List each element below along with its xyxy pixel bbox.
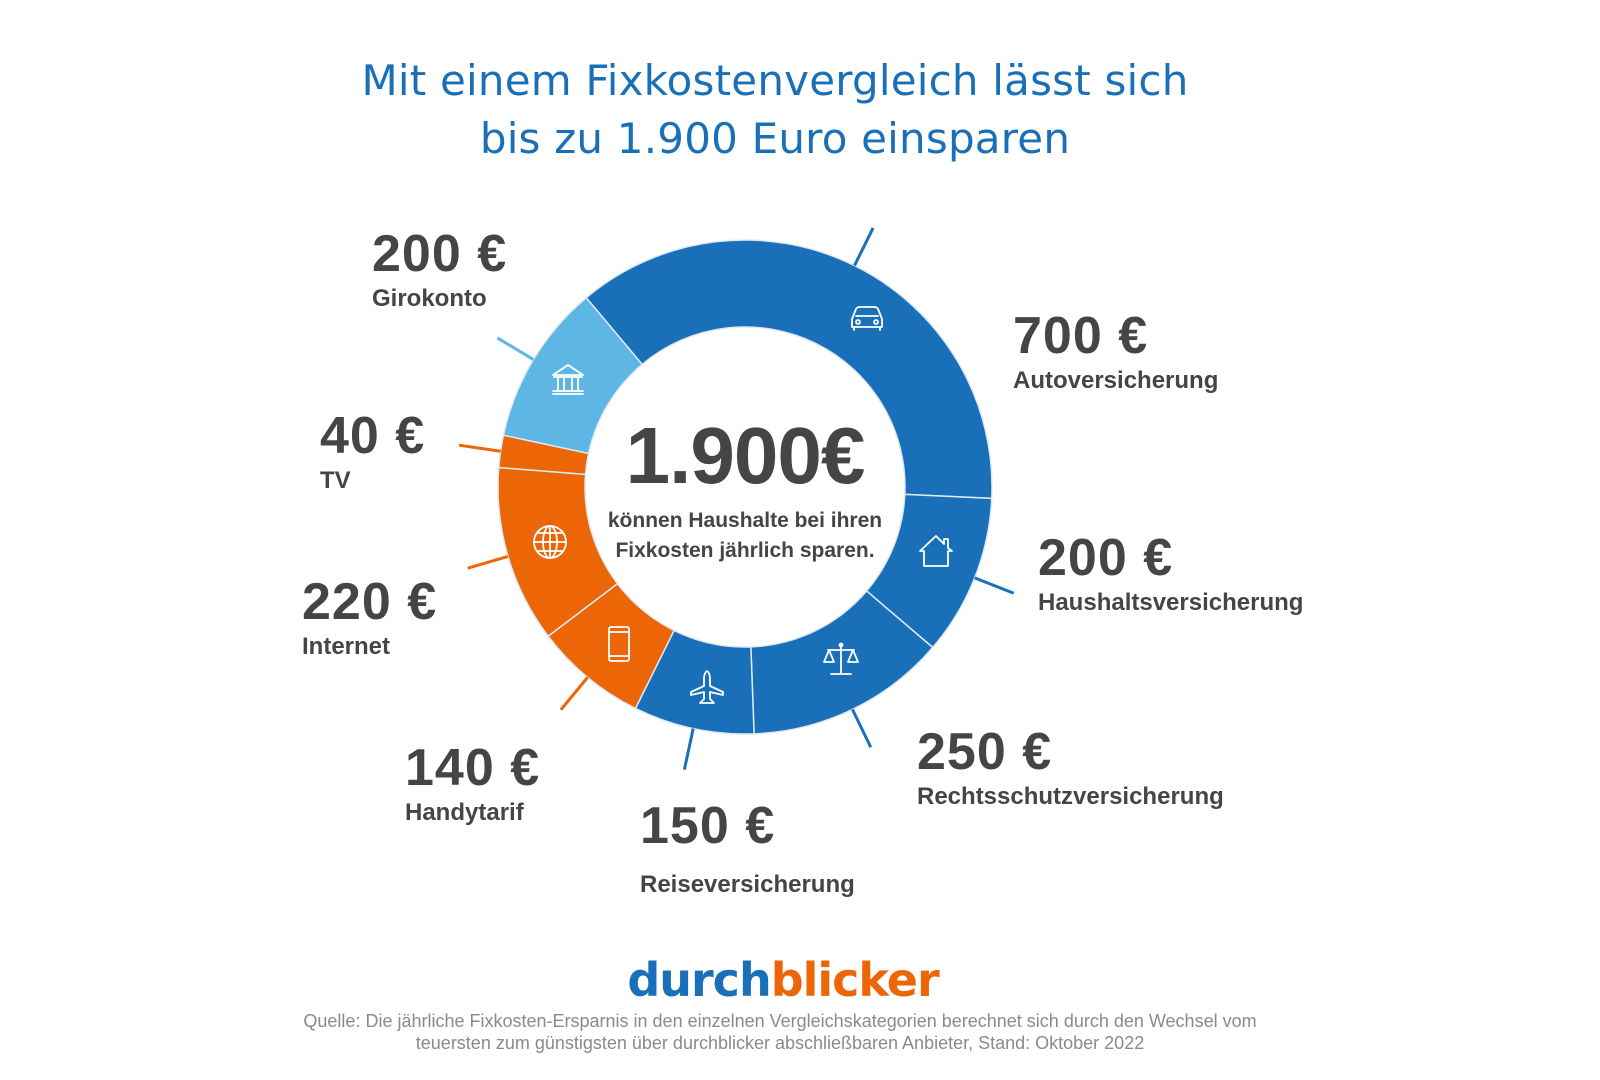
car-icon [851, 306, 883, 331]
leader-line [682, 728, 695, 770]
logo-part-1: durch [627, 953, 771, 1007]
chart-title: Mit einem Fixkostenvergleich lässt sich … [0, 52, 1550, 168]
center-caption-1: können Haushalte bei ihren [607, 509, 883, 532]
leader-line [467, 554, 509, 570]
leader-lines [458, 227, 1015, 770]
label-handytarif: 140 € Handytarif [405, 740, 540, 828]
segment-autoversicherung [585, 239, 993, 500]
label-category: Rechtsschutzversicherung [917, 783, 1224, 810]
label-value: 40 € [320, 407, 426, 465]
label-value: 700 € [1013, 307, 1149, 365]
label-haushaltsversicherung: 200 € Haushaltsversicherung [1038, 530, 1303, 618]
logo-part-2: blicker [770, 953, 940, 1007]
house-icon [919, 535, 953, 567]
segment-icons [533, 306, 953, 704]
title-line-1: Mit einem Fixkostenvergleich lässt sich [361, 56, 1189, 105]
label-value: 140 € [405, 739, 541, 797]
center-caption-2: Fixkosten jährlich sparen. [615, 539, 875, 562]
total-value: 1.900€ [625, 411, 866, 500]
scales-icon [823, 642, 859, 675]
leader-line [851, 708, 873, 748]
label-value: 220 € [302, 573, 438, 631]
label-rechtsschutzversicherung: 250 € Rechtsschutzversicherung [917, 724, 1224, 812]
label-category: TV [320, 467, 351, 494]
globe-icon [533, 525, 567, 559]
airplane-icon [690, 670, 724, 704]
label-category: Internet [302, 633, 391, 660]
label-girokonto: 200 € Girokonto [372, 226, 507, 314]
leader-line [458, 443, 501, 453]
label-category: Haushaltsversicherung [1038, 589, 1304, 616]
label-autoversicherung: 700 € Autoversicherung [1013, 308, 1218, 396]
leader-line [853, 227, 875, 267]
label-value: 200 € [1038, 529, 1174, 587]
label-category: Handytarif [405, 799, 524, 826]
source-note: Quelle: Die jährliche Fixkosten-Ersparni… [0, 1010, 1560, 1054]
source-line-1: Quelle: Die jährliche Fixkosten-Ersparni… [303, 1011, 1257, 1031]
phone-icon [608, 626, 630, 662]
leader-line [496, 336, 535, 361]
leader-line [974, 576, 1015, 595]
label-category: Girokonto [372, 285, 487, 312]
label-value: 150 € [640, 797, 776, 855]
label-category: Reiseversicherung [640, 871, 855, 898]
label-tv: 40 € TV [320, 408, 425, 496]
label-value: 200 € [372, 225, 508, 283]
label-category: Autoversicherung [1013, 367, 1219, 394]
label-internet: 220 € Internet [302, 574, 437, 662]
label-value: 250 € [917, 723, 1053, 781]
label-reiseversicherung: 150 € Reiseversicherung [640, 798, 855, 900]
source-line-2: teuersten zum günstigsten über durchblic… [415, 1033, 1145, 1053]
bank-icon [552, 364, 584, 395]
leader-line [559, 676, 589, 711]
durchblicker-logo: durchblicker [0, 950, 1566, 1010]
title-line-2: bis zu 1.900 Euro einsparen [479, 114, 1071, 163]
center-total: 1.900€ können Haushalte bei ihren Fixkos… [585, 412, 905, 566]
